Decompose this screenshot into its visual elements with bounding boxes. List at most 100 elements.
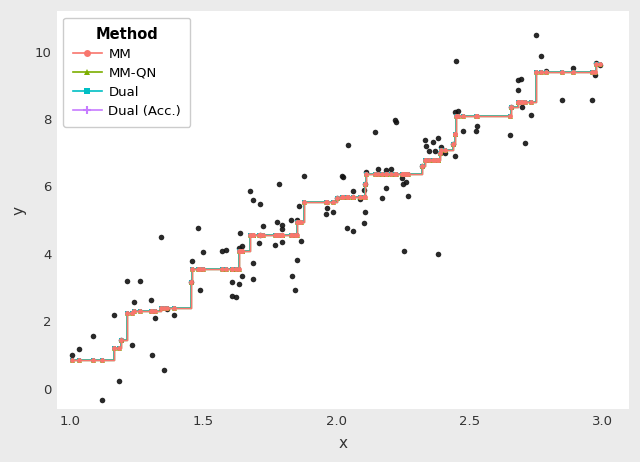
Y-axis label: y: y xyxy=(11,206,26,214)
Point xyxy=(399,247,409,255)
Point xyxy=(337,173,347,180)
Point xyxy=(248,275,258,282)
Point xyxy=(397,180,408,188)
Point xyxy=(589,71,600,78)
Point xyxy=(74,345,84,353)
Point xyxy=(428,138,438,145)
Point xyxy=(277,239,287,246)
Point xyxy=(513,76,524,84)
Point xyxy=(245,188,255,195)
Point xyxy=(150,314,160,322)
Point xyxy=(290,286,300,294)
Point xyxy=(370,128,380,135)
Point xyxy=(255,231,266,239)
Point xyxy=(255,201,265,208)
Point xyxy=(227,292,237,300)
Point xyxy=(186,279,196,286)
Point xyxy=(520,140,530,147)
Point xyxy=(116,337,126,344)
Point xyxy=(193,224,204,231)
Point xyxy=(448,140,458,148)
Point xyxy=(471,127,481,134)
Point xyxy=(515,75,525,82)
Point xyxy=(506,103,516,110)
Point xyxy=(328,208,338,215)
Point xyxy=(296,237,306,245)
Point xyxy=(386,165,396,173)
Point xyxy=(568,65,578,72)
Point xyxy=(145,296,156,304)
Legend: MM, MM-QN, Dual, Dual (Acc.): MM, MM-QN, Dual, Dual (Acc.) xyxy=(63,18,190,127)
Point xyxy=(360,181,371,188)
Point xyxy=(531,31,541,39)
Point xyxy=(342,224,352,231)
Point xyxy=(450,152,460,159)
Point xyxy=(517,103,527,110)
Point xyxy=(540,68,550,75)
Point xyxy=(272,218,282,225)
Point xyxy=(591,60,601,67)
Point xyxy=(391,118,401,126)
Point xyxy=(147,351,157,359)
Point xyxy=(97,396,107,403)
Point xyxy=(257,223,268,230)
Point xyxy=(381,184,391,192)
Point xyxy=(433,135,444,142)
Point xyxy=(122,277,132,285)
Point xyxy=(421,142,431,150)
Point xyxy=(348,187,358,195)
Point xyxy=(248,196,258,203)
Point xyxy=(287,273,297,280)
X-axis label: x: x xyxy=(339,436,348,451)
Point xyxy=(159,366,169,374)
Point xyxy=(156,233,166,241)
Point xyxy=(237,272,247,279)
Point xyxy=(270,242,280,249)
Point xyxy=(377,194,387,201)
Point xyxy=(129,298,140,305)
Point xyxy=(449,109,460,116)
Point xyxy=(359,186,369,194)
Point xyxy=(321,210,332,218)
Point xyxy=(440,149,451,156)
Point xyxy=(186,257,196,264)
Point xyxy=(362,169,372,176)
Point xyxy=(248,259,258,267)
Point xyxy=(595,61,605,69)
Point xyxy=(472,122,482,130)
Point xyxy=(338,173,348,181)
Point xyxy=(420,136,430,143)
Point xyxy=(253,239,264,247)
Point xyxy=(417,163,428,170)
Point xyxy=(536,53,547,60)
Point xyxy=(429,148,440,155)
Point xyxy=(358,219,369,227)
Point xyxy=(397,174,407,182)
Point xyxy=(236,243,246,250)
Point xyxy=(373,165,383,173)
Point xyxy=(277,222,287,229)
Point xyxy=(298,172,308,179)
Point xyxy=(557,96,568,103)
Point xyxy=(67,352,77,359)
Point xyxy=(401,178,411,186)
Point xyxy=(360,208,370,216)
Point xyxy=(424,148,435,155)
Point xyxy=(435,149,445,157)
Point xyxy=(162,305,172,313)
Point xyxy=(292,216,302,224)
Point xyxy=(348,227,358,234)
Point xyxy=(513,86,523,94)
Point xyxy=(168,311,179,318)
Point xyxy=(355,195,365,202)
Point xyxy=(332,195,342,202)
Point xyxy=(294,202,305,209)
Point xyxy=(221,246,232,254)
Point xyxy=(453,107,463,114)
Point xyxy=(88,332,99,340)
Point xyxy=(198,248,209,255)
Point xyxy=(505,132,515,139)
Point xyxy=(381,166,392,174)
Point xyxy=(235,229,245,237)
Point xyxy=(292,256,302,264)
